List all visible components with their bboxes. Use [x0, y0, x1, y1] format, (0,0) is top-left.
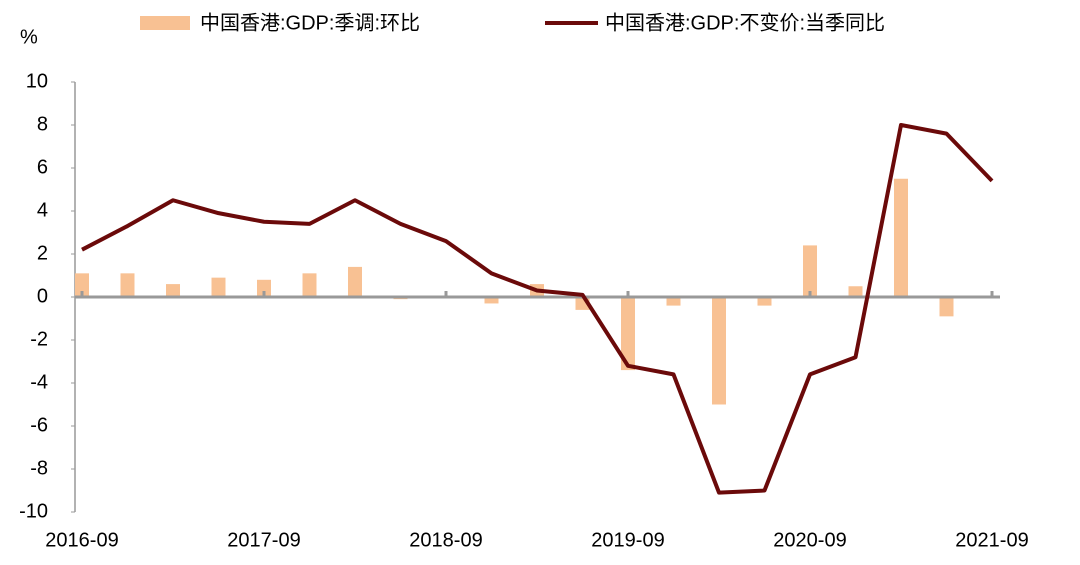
y-tick-label: -4 — [30, 371, 48, 393]
y-tick-label: 4 — [37, 199, 48, 221]
x-tick-label: 2016-09 — [45, 529, 118, 551]
bar — [848, 286, 863, 297]
x-tick-label: 2018-09 — [409, 529, 482, 551]
legend-label: 中国香港:GDP:不变价:当季同比 — [605, 11, 885, 34]
bar — [211, 277, 226, 297]
x-tick-label: 2020-09 — [773, 529, 846, 551]
x-tick-label: 2019-09 — [591, 529, 664, 551]
bar — [257, 279, 271, 297]
bar — [75, 273, 89, 297]
legend-label: 中国香港:GDP:季调:环比 — [200, 11, 420, 34]
y-tick-label: 2 — [37, 242, 48, 264]
bar — [803, 245, 817, 297]
x-tick-label: 2017-09 — [227, 529, 300, 551]
y-tick-label: 8 — [37, 113, 48, 135]
bar — [484, 297, 499, 304]
bar — [120, 273, 135, 297]
bar — [302, 273, 317, 297]
bar — [712, 297, 726, 405]
y-tick-label: 6 — [37, 156, 48, 178]
x-tick-label: 2021-09 — [955, 529, 1028, 551]
y-tick-label: -6 — [30, 414, 48, 436]
y-axis-label: % — [20, 26, 38, 48]
y-tick-label: -10 — [19, 500, 48, 522]
y-tick-label: 10 — [26, 70, 48, 92]
bar — [894, 178, 908, 297]
bar — [757, 297, 772, 306]
bar — [621, 297, 635, 371]
bar — [939, 297, 954, 317]
y-tick-label: -8 — [30, 457, 48, 479]
line — [81, 123, 994, 495]
y-tick-label: 0 — [37, 285, 48, 307]
bar — [348, 266, 362, 297]
legend-swatch — [140, 16, 190, 30]
bar — [666, 297, 681, 306]
y-tick-label: -2 — [30, 328, 48, 350]
bar — [166, 284, 180, 297]
